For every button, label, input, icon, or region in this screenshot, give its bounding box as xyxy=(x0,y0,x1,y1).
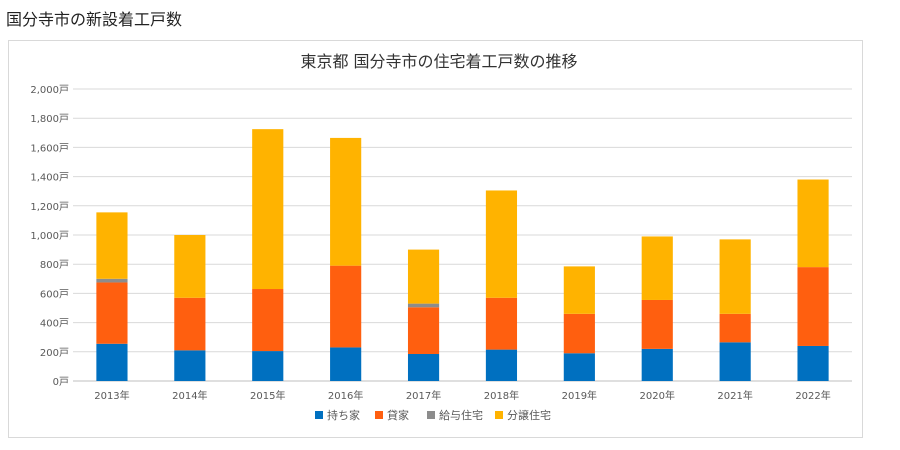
bar-segment xyxy=(330,347,362,381)
x-tick-label: 2020年 xyxy=(640,389,675,402)
bar-segment xyxy=(96,212,128,279)
y-tick-label: 1,400戸 xyxy=(30,172,69,184)
y-tick-label: 1,000戸 xyxy=(30,230,69,242)
legend-label: 貸家 xyxy=(387,408,409,422)
page-heading: 国分寺市の新設着工戸数 xyxy=(6,10,183,29)
bar-segment xyxy=(407,353,440,381)
legend-label: 持ち家 xyxy=(327,408,360,422)
bar-segment xyxy=(330,265,362,348)
y-tick-label: 600戸 xyxy=(40,288,69,300)
y-tick-label: 800戸 xyxy=(40,259,69,271)
bar-segment xyxy=(485,349,518,381)
bar-segment xyxy=(641,348,673,381)
bar-segment xyxy=(563,353,595,381)
bar-segment xyxy=(330,137,362,266)
bar-segment xyxy=(641,236,673,300)
bar-segment xyxy=(797,179,829,268)
chart-frame: 東京都 国分寺市の住宅着工戸数の推移 0戸 200戸 400戸 600戸 800戸 1,0… xyxy=(8,40,863,438)
bar-segment xyxy=(96,282,128,344)
y-tick-label: 2,000戸 xyxy=(30,84,69,96)
y-tick-label: 1,800戸 xyxy=(30,113,69,125)
x-tick-label: 2013年 xyxy=(94,389,129,402)
legend: 持ち家 貸家 給与住宅 分譲住宅 xyxy=(315,408,551,422)
bar-segment xyxy=(96,343,128,381)
bar-segment xyxy=(485,297,518,350)
bar-segment xyxy=(563,266,595,314)
y-tick-label: 0戸 xyxy=(53,376,69,388)
bar-segment xyxy=(719,342,751,381)
x-tick-label: 2014年 xyxy=(172,389,207,402)
y-tick-label: 1,200戸 xyxy=(30,201,69,213)
bar-segment xyxy=(563,313,595,354)
legend-swatch xyxy=(495,411,503,419)
bar-segment xyxy=(407,249,440,304)
bar-segment xyxy=(96,278,128,283)
bar-segment xyxy=(485,190,518,298)
bar-segment xyxy=(407,303,440,308)
x-tick-label: 2015年 xyxy=(250,389,285,402)
x-tick-label: 2021年 xyxy=(717,389,752,402)
stacked-bar-chart: 東京都 国分寺市の住宅着工戸数の推移 0戸 200戸 400戸 600戸 800戸 1,0… xyxy=(30,52,852,422)
x-axis-tick-labels: 2013年 2014年 2015年 2016年 2017年 2018年 2019年 2020年… xyxy=(94,389,831,402)
legend-swatch xyxy=(315,411,323,419)
bar-segment xyxy=(252,289,284,352)
bar-segment xyxy=(252,351,284,381)
bar-segment xyxy=(719,313,751,343)
bar-segment xyxy=(641,299,673,349)
bar-segment xyxy=(252,129,284,290)
legend-label: 給与住宅 xyxy=(439,408,483,422)
legend-swatch xyxy=(375,411,383,419)
x-tick-label: 2022年 xyxy=(795,389,830,402)
bar-segment xyxy=(797,345,829,381)
y-axis-tick-labels: 0戸 200戸 400戸 600戸 800戸 1,000戸 1,200戸 1,400戸 1,60… xyxy=(30,84,69,388)
x-tick-label: 2017年 xyxy=(406,389,441,402)
y-tick-label: 400戸 xyxy=(40,318,69,330)
x-tick-label: 2016年 xyxy=(328,389,363,402)
legend-label: 分譲住宅 xyxy=(507,408,551,422)
bar-segment xyxy=(174,235,206,298)
bar-segment xyxy=(797,267,829,346)
bar-layer xyxy=(96,129,829,381)
x-tick-label: 2018年 xyxy=(484,389,519,402)
bar-segment xyxy=(719,239,751,314)
bar-segment xyxy=(174,297,206,351)
bar-segment xyxy=(407,307,440,354)
chart-title: 東京都 国分寺市の住宅着工戸数の推移 xyxy=(300,52,577,71)
y-tick-label: 1,600戸 xyxy=(30,142,69,154)
legend-swatch xyxy=(427,411,435,419)
y-tick-label: 200戸 xyxy=(40,347,69,359)
bar-segment xyxy=(174,350,206,381)
x-tick-label: 2019年 xyxy=(562,389,597,402)
